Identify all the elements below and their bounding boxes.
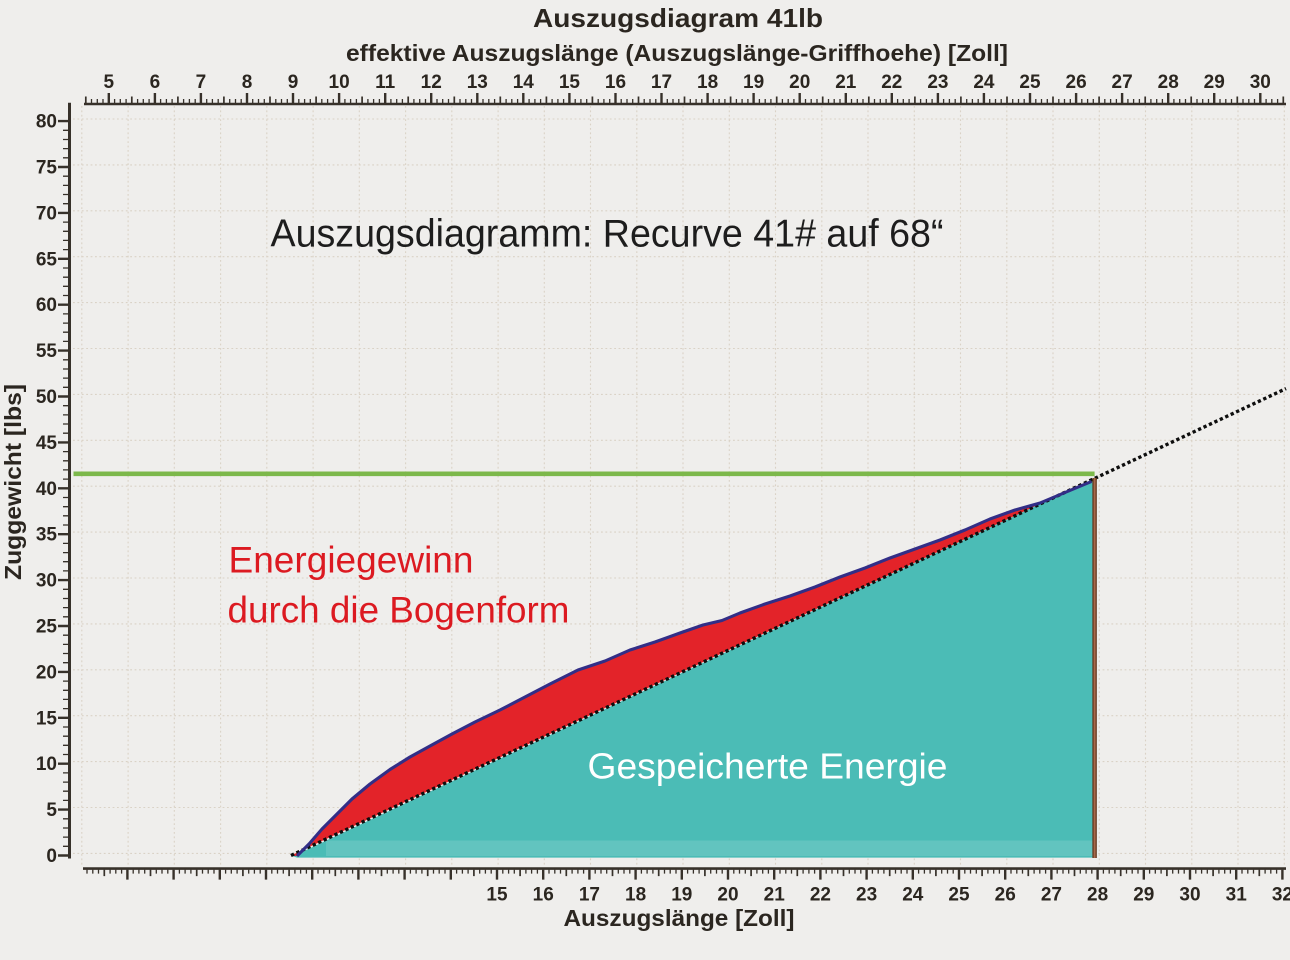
svg-text:21: 21 bbox=[764, 885, 786, 906]
svg-text:14: 14 bbox=[513, 72, 535, 93]
svg-text:21: 21 bbox=[835, 72, 857, 93]
svg-text:17: 17 bbox=[579, 885, 600, 906]
svg-text:7: 7 bbox=[196, 72, 207, 93]
svg-text:16: 16 bbox=[533, 885, 554, 906]
svg-text:60: 60 bbox=[36, 295, 57, 316]
svg-text:10: 10 bbox=[36, 754, 57, 775]
svg-text:28: 28 bbox=[1158, 72, 1179, 93]
svg-text:27: 27 bbox=[1041, 885, 1062, 906]
svg-text:9: 9 bbox=[288, 72, 299, 93]
svg-text:5: 5 bbox=[104, 72, 115, 93]
svg-text:23: 23 bbox=[856, 885, 877, 906]
svg-text:Zuggewicht [lbs]: Zuggewicht [lbs] bbox=[0, 384, 26, 580]
svg-text:17: 17 bbox=[651, 72, 672, 93]
svg-text:75: 75 bbox=[36, 158, 58, 179]
svg-text:31: 31 bbox=[1226, 885, 1248, 906]
svg-text:11: 11 bbox=[375, 72, 396, 93]
svg-text:24: 24 bbox=[902, 885, 924, 906]
svg-text:Gespeicherte Energie: Gespeicherte Energie bbox=[588, 746, 948, 787]
svg-text:26: 26 bbox=[995, 885, 1016, 906]
svg-text:50: 50 bbox=[36, 387, 57, 408]
svg-text:20: 20 bbox=[36, 662, 57, 683]
svg-text:29: 29 bbox=[1133, 885, 1154, 906]
svg-text:29: 29 bbox=[1204, 72, 1225, 93]
svg-text:24: 24 bbox=[973, 72, 995, 93]
svg-text:12: 12 bbox=[421, 72, 442, 93]
svg-text:15: 15 bbox=[36, 708, 58, 729]
svg-text:22: 22 bbox=[881, 72, 902, 93]
svg-text:6: 6 bbox=[150, 72, 161, 93]
svg-text:19: 19 bbox=[671, 885, 692, 906]
svg-text:Auszugsdiagram 41lb: Auszugsdiagram 41lb bbox=[533, 3, 823, 33]
svg-text:23: 23 bbox=[927, 72, 948, 93]
svg-text:20: 20 bbox=[789, 72, 810, 93]
svg-text:19: 19 bbox=[743, 72, 764, 93]
svg-text:30: 30 bbox=[1250, 72, 1271, 93]
svg-text:Energiegewinn: Energiegewinn bbox=[229, 539, 474, 581]
svg-text:0: 0 bbox=[46, 846, 57, 867]
svg-text:5: 5 bbox=[46, 800, 57, 821]
svg-text:10: 10 bbox=[329, 72, 350, 93]
svg-text:15: 15 bbox=[559, 72, 581, 93]
svg-text:25: 25 bbox=[1019, 72, 1041, 93]
svg-text:15: 15 bbox=[486, 885, 508, 906]
svg-text:28: 28 bbox=[1087, 885, 1108, 906]
svg-text:16: 16 bbox=[605, 72, 626, 93]
svg-text:25: 25 bbox=[36, 617, 58, 638]
svg-text:durch die Bogenform: durch die Bogenform bbox=[228, 589, 570, 631]
svg-text:20: 20 bbox=[717, 885, 738, 906]
svg-text:13: 13 bbox=[467, 72, 488, 93]
svg-text:22: 22 bbox=[810, 885, 831, 906]
svg-text:55: 55 bbox=[36, 341, 58, 362]
svg-text:27: 27 bbox=[1112, 72, 1133, 93]
svg-text:Auszugsdiagramm: Recurve 41# a: Auszugsdiagramm: Recurve 41# auf 68“ bbox=[271, 213, 944, 256]
svg-text:30: 30 bbox=[1179, 885, 1200, 906]
svg-text:32: 32 bbox=[1272, 885, 1290, 906]
svg-text:25: 25 bbox=[948, 885, 970, 906]
svg-text:30: 30 bbox=[36, 571, 57, 592]
svg-text:26: 26 bbox=[1066, 72, 1087, 93]
svg-text:18: 18 bbox=[697, 72, 718, 93]
svg-text:35: 35 bbox=[36, 525, 58, 546]
svg-text:70: 70 bbox=[36, 203, 57, 224]
svg-text:18: 18 bbox=[625, 885, 646, 906]
svg-text:65: 65 bbox=[36, 249, 58, 270]
svg-text:80: 80 bbox=[36, 112, 57, 133]
svg-text:Auszugslänge [Zoll]: Auszugslänge [Zoll] bbox=[564, 905, 795, 931]
svg-text:40: 40 bbox=[36, 479, 57, 500]
svg-text:effektive Auszugslänge (Auszug: effektive Auszugslänge (Auszugslänge-Gri… bbox=[346, 40, 1008, 66]
svg-text:45: 45 bbox=[36, 433, 58, 454]
svg-text:8: 8 bbox=[242, 72, 253, 93]
